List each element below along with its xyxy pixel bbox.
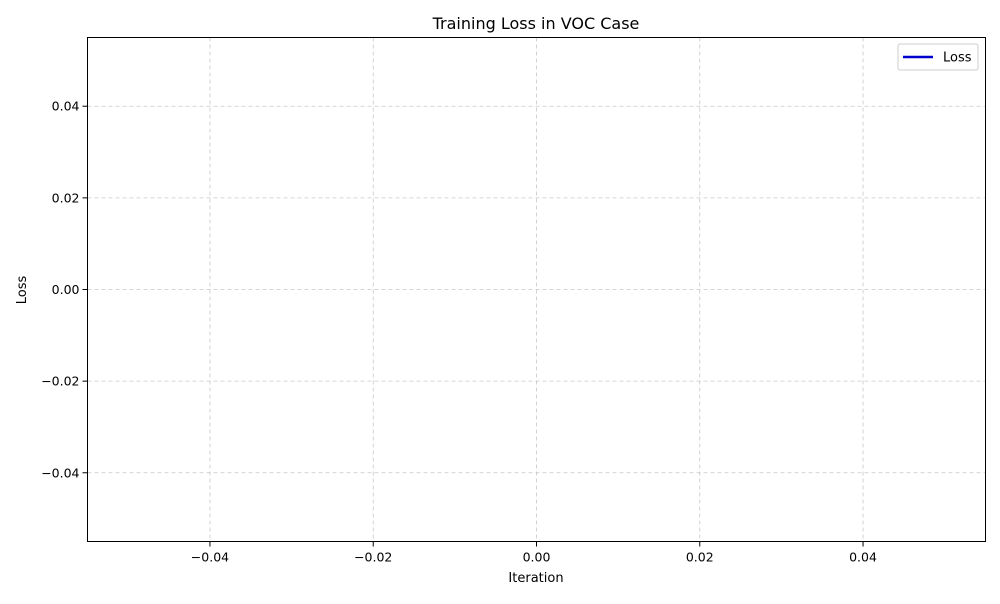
legend: Loss	[897, 43, 979, 71]
chart-title: Training Loss in VOC Case	[432, 14, 640, 33]
x-tick-label: −0.04	[191, 550, 229, 565]
y-tick-label: 0.02	[52, 190, 80, 205]
x-axis-label: Iteration	[508, 571, 563, 586]
y-tick-label: 0.04	[52, 99, 80, 114]
x-tick-label: 0.00	[523, 550, 551, 565]
legend-label-loss: Loss	[943, 51, 972, 66]
y-tick-label: −0.04	[41, 465, 79, 480]
legend-box	[897, 43, 979, 71]
x-tick-label: 0.02	[686, 550, 714, 565]
y-tick-label: −0.02	[41, 374, 79, 389]
y-tick-label: 0.00	[52, 282, 80, 297]
x-tick-label: 0.04	[849, 550, 877, 565]
x-tick-label: −0.02	[354, 550, 392, 565]
grid-lines	[87, 37, 986, 542]
y-axis-label: Loss	[15, 276, 30, 305]
y-axis-ticks: −0.04 −0.02 0.00 0.02 0.04	[41, 99, 88, 480]
x-axis-ticks: −0.04 −0.02 0.00 0.02 0.04	[191, 541, 877, 565]
